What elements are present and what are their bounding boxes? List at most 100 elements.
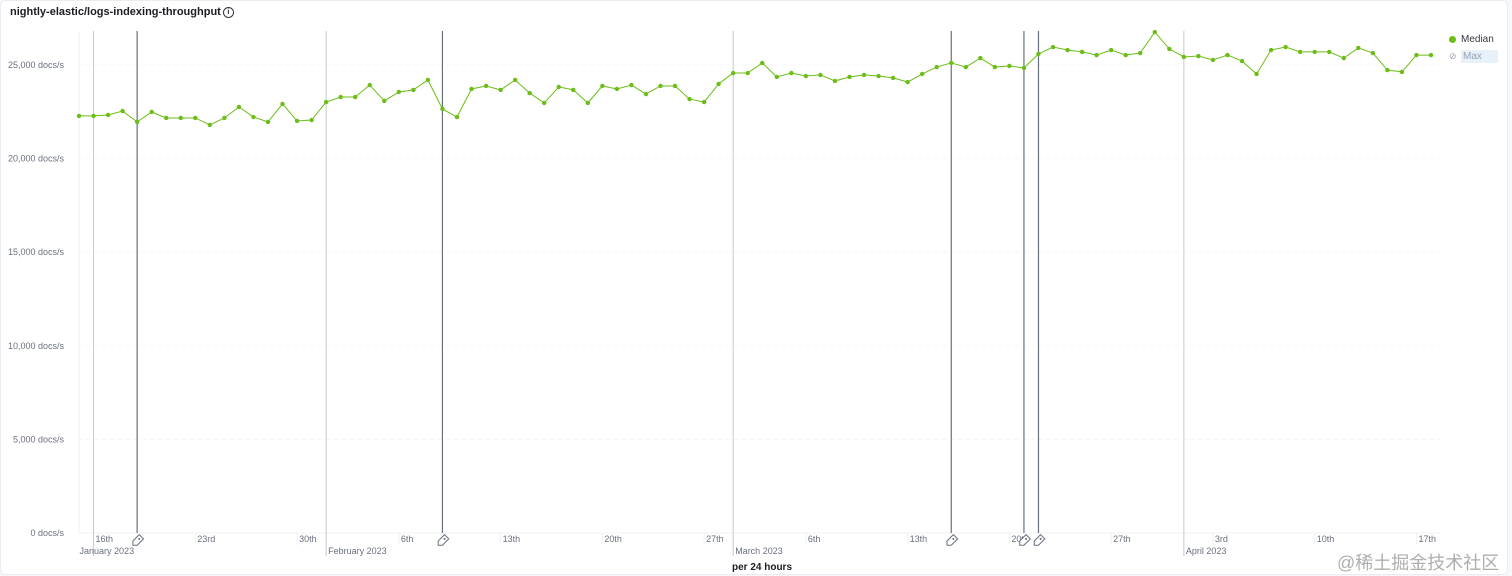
y-tick-label: 25,000 docs/s bbox=[8, 60, 65, 70]
data-point bbox=[1268, 47, 1274, 53]
data-point bbox=[411, 87, 416, 93]
data-point bbox=[818, 72, 823, 78]
tag-icon[interactable] bbox=[945, 533, 959, 548]
y-tick-label: 15,000 docs/s bbox=[8, 247, 65, 257]
data-point bbox=[1108, 47, 1114, 53]
data-point bbox=[905, 79, 910, 85]
x-tick-label: 10th bbox=[1317, 534, 1335, 544]
filled-circle-icon bbox=[1449, 36, 1456, 43]
x-tick-label: 27th bbox=[1113, 534, 1131, 544]
data-point bbox=[730, 70, 736, 76]
series-line-median bbox=[79, 31, 1431, 126]
data-point bbox=[1138, 50, 1143, 56]
data-point bbox=[134, 119, 140, 125]
y-tick-label: 0 docs/s bbox=[30, 528, 64, 538]
data-point bbox=[934, 64, 939, 70]
data-point bbox=[832, 78, 838, 84]
chart-title: nightly-elastic/logs-indexing-throughput… bbox=[10, 6, 234, 18]
data-point bbox=[483, 83, 489, 89]
data-point bbox=[745, 70, 750, 76]
data-point bbox=[454, 114, 460, 120]
data-point bbox=[1036, 51, 1041, 57]
x-tick-label: 16th bbox=[96, 534, 114, 544]
data-point bbox=[658, 83, 663, 89]
data-point bbox=[861, 72, 867, 78]
month-label: January 2023 bbox=[80, 546, 135, 556]
data-point bbox=[614, 86, 620, 92]
data-point bbox=[309, 117, 314, 123]
data-point bbox=[847, 74, 852, 80]
data-point bbox=[164, 115, 169, 121]
data-point bbox=[236, 104, 242, 110]
tag-icon[interactable] bbox=[1032, 533, 1046, 548]
legend-item-median[interactable]: Median bbox=[1449, 31, 1498, 48]
legend: Median ⊘ Max bbox=[1449, 31, 1498, 65]
data-point bbox=[1123, 52, 1128, 58]
month-label: February 2023 bbox=[328, 546, 387, 556]
x-tick-label: 6th bbox=[401, 534, 414, 544]
watermark: @稀土掘金技术社区 bbox=[1337, 553, 1500, 573]
data-point bbox=[1370, 50, 1376, 56]
tag-icon[interactable] bbox=[436, 533, 450, 548]
data-point bbox=[338, 94, 343, 100]
data-point bbox=[919, 71, 925, 77]
data-point bbox=[963, 64, 968, 70]
month-label: March 2023 bbox=[735, 546, 783, 556]
data-point bbox=[789, 70, 794, 76]
data-point bbox=[1414, 52, 1419, 58]
data-point bbox=[687, 96, 692, 102]
data-point bbox=[76, 113, 82, 119]
data-point bbox=[222, 115, 227, 121]
data-point bbox=[643, 91, 649, 97]
data-point bbox=[1167, 46, 1172, 52]
data-point bbox=[978, 55, 983, 61]
data-point bbox=[1341, 55, 1346, 61]
data-point bbox=[1094, 52, 1099, 58]
data-point bbox=[149, 109, 154, 115]
tag-icon[interactable] bbox=[131, 533, 145, 548]
data-point bbox=[1079, 49, 1085, 55]
data-point bbox=[469, 86, 474, 92]
data-point bbox=[716, 81, 721, 87]
tag-icon[interactable] bbox=[1018, 533, 1032, 548]
x-tick-label: 30th bbox=[299, 534, 317, 544]
data-point bbox=[600, 83, 605, 89]
y-tick-label: 5,000 docs/s bbox=[13, 434, 65, 444]
data-point bbox=[1007, 63, 1012, 69]
x-axis-title: per 24 hours bbox=[732, 562, 792, 573]
data-point bbox=[120, 108, 125, 114]
data-point bbox=[876, 73, 881, 79]
x-tick-label: 17th bbox=[1418, 534, 1436, 544]
legend-label: Median bbox=[1461, 34, 1494, 45]
legend-label: Max bbox=[1461, 50, 1498, 63]
data-point bbox=[367, 82, 372, 88]
data-point bbox=[1327, 49, 1332, 55]
data-point bbox=[1065, 47, 1070, 53]
data-point bbox=[105, 112, 111, 118]
data-point bbox=[672, 83, 678, 89]
data-point bbox=[803, 73, 809, 79]
data-point bbox=[1181, 54, 1187, 60]
month-label: April 2023 bbox=[1186, 546, 1227, 556]
data-point bbox=[207, 122, 213, 128]
y-tick-label: 20,000 docs/s bbox=[8, 154, 65, 164]
data-point bbox=[280, 101, 285, 107]
data-point bbox=[949, 60, 954, 66]
data-point bbox=[440, 106, 445, 112]
x-tick-label: 6th bbox=[808, 534, 821, 544]
data-point bbox=[542, 100, 547, 106]
eye-closed-icon: ⊘ bbox=[1449, 51, 1457, 61]
data-point bbox=[251, 114, 256, 120]
legend-item-max[interactable]: ⊘ Max bbox=[1449, 48, 1498, 65]
data-point bbox=[701, 99, 707, 105]
info-circle-icon[interactable]: i bbox=[222, 6, 234, 18]
data-point bbox=[556, 84, 561, 90]
data-point bbox=[1283, 44, 1288, 50]
data-point bbox=[425, 77, 431, 83]
data-point bbox=[571, 87, 576, 93]
data-point bbox=[1239, 58, 1245, 64]
data-point bbox=[1210, 57, 1216, 63]
chart-title-text: nightly-elastic/logs-indexing-throughput bbox=[10, 6, 221, 18]
data-point bbox=[512, 77, 518, 83]
data-point bbox=[265, 119, 271, 125]
